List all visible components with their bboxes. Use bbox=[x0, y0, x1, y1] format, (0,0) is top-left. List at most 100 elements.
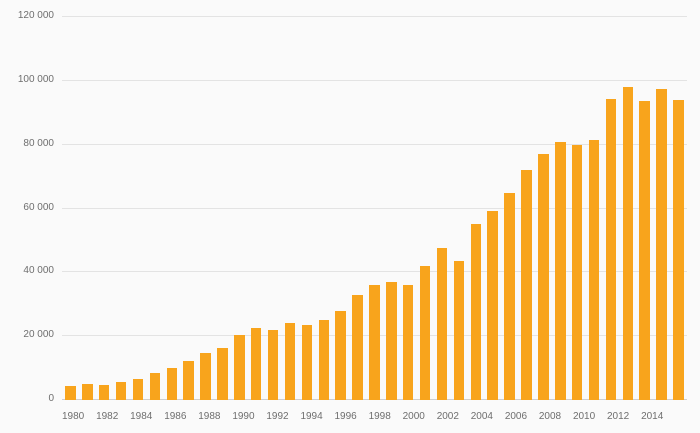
y-axis-tick-label: 100 000 bbox=[17, 73, 54, 85]
bar-slot-2004 bbox=[467, 17, 484, 400]
bar-slot-2010 bbox=[569, 17, 586, 400]
bars-group bbox=[62, 17, 687, 400]
x-axis-tick-label: 2006 bbox=[504, 411, 528, 422]
bar-1983 bbox=[115, 382, 127, 400]
x-axis-tick-label: 1982 bbox=[96, 411, 119, 422]
bar-slot-1988 bbox=[197, 17, 214, 400]
bar-slot-2001 bbox=[417, 17, 434, 400]
bar-slot-1981 bbox=[79, 17, 96, 400]
bar-1984 bbox=[132, 379, 144, 400]
x-axis-tick-label: 2000 bbox=[402, 411, 425, 422]
x-axis-tick-spacer bbox=[357, 410, 369, 424]
x-axis-tick-spacer bbox=[663, 410, 675, 424]
x-axis-tick-label: 2012 bbox=[607, 411, 630, 422]
bar-2014 bbox=[639, 100, 650, 400]
bar-2004 bbox=[470, 224, 482, 400]
bar-slot-1992 bbox=[265, 17, 282, 400]
bar-slot-2003 bbox=[450, 17, 467, 400]
plot-area bbox=[62, 16, 687, 400]
x-axis-tick-spacer bbox=[84, 410, 96, 424]
x-axis-tick-label: 1990 bbox=[232, 411, 255, 422]
x-axis-tick-spacer bbox=[255, 410, 267, 424]
bar-1990 bbox=[234, 335, 245, 400]
bar-slot-1989 bbox=[214, 17, 231, 400]
bar-slot-1990 bbox=[231, 17, 248, 400]
bar-1987 bbox=[183, 361, 194, 400]
bar-slot-2015 bbox=[653, 17, 670, 400]
x-axis-tick-spacer bbox=[186, 410, 198, 424]
y-axis-tick-label: 40 000 bbox=[23, 265, 54, 277]
bar-slot-2016 bbox=[670, 17, 687, 400]
bar-2009 bbox=[555, 142, 566, 400]
bar-slot-1985 bbox=[146, 17, 163, 400]
gridline bbox=[62, 143, 687, 145]
bar-2012 bbox=[605, 99, 617, 400]
x-axis-tick-label: 1984 bbox=[130, 411, 153, 422]
bar-slot-1982 bbox=[96, 17, 113, 400]
bar-1995 bbox=[318, 320, 330, 400]
bar-slot-2012 bbox=[603, 17, 620, 400]
bar-slot-1997 bbox=[349, 17, 366, 400]
bar-2010 bbox=[571, 145, 583, 400]
bar-1989 bbox=[217, 347, 228, 400]
bar-slot-1991 bbox=[248, 17, 265, 400]
x-axis-tick-label: 1998 bbox=[368, 411, 391, 422]
bar-2007 bbox=[521, 170, 532, 400]
bar-slot-1996 bbox=[332, 17, 349, 400]
bar-slot-1987 bbox=[180, 17, 197, 400]
x-axis-tick-spacer bbox=[391, 410, 403, 424]
x-axis-tick-label: 2010 bbox=[572, 411, 596, 422]
bar-slot-1999 bbox=[383, 17, 400, 400]
bar-slot-1986 bbox=[163, 17, 180, 400]
bar-slot-2009 bbox=[552, 17, 569, 400]
x-axis-tick-spacer bbox=[629, 410, 641, 424]
bar-1980 bbox=[65, 385, 76, 400]
bar-slot-1983 bbox=[113, 17, 130, 400]
y-axis-tick-label: 20 000 bbox=[23, 329, 54, 341]
bar-slot-2013 bbox=[619, 17, 636, 400]
x-axis-tick-spacer bbox=[459, 410, 471, 424]
bar-1997 bbox=[352, 294, 363, 400]
x-axis-tick-label: 1988 bbox=[198, 411, 221, 422]
y-axis-tick-label: 60 000 bbox=[23, 201, 54, 213]
y-axis-tick-label: 0 bbox=[48, 393, 54, 404]
x-axis-tick-spacer bbox=[595, 410, 607, 424]
x-axis-tick-label: 1980 bbox=[62, 411, 85, 422]
bar-slot-1993 bbox=[282, 17, 299, 400]
gridline bbox=[62, 16, 687, 17]
x-axis-tick-label: 2014 bbox=[641, 411, 664, 422]
bar-slot-2011 bbox=[586, 17, 603, 400]
x-axis-tick-label: 1986 bbox=[164, 411, 187, 422]
x-axis-tick-spacer bbox=[152, 410, 164, 424]
gridline bbox=[62, 207, 687, 209]
x-axis-tick-spacer bbox=[675, 410, 687, 424]
x-axis-tick-label: 2004 bbox=[470, 411, 493, 422]
bar-1991 bbox=[251, 328, 262, 400]
bar-2011 bbox=[588, 139, 600, 400]
bar-slot-2008 bbox=[535, 17, 552, 400]
bar-slot-1994 bbox=[298, 17, 315, 400]
x-axis-tick-spacer bbox=[527, 410, 539, 424]
bar-2005 bbox=[487, 211, 498, 400]
y-axis: 0 20 000 40 000 60 000 80 000 100 000 120 000 bbox=[0, 11, 54, 404]
x-axis-tick-label: 1994 bbox=[300, 411, 323, 422]
bar-2002 bbox=[436, 248, 448, 400]
bar-2015 bbox=[656, 88, 667, 400]
bar-slot-2006 bbox=[501, 17, 518, 400]
bar-1996 bbox=[335, 310, 346, 400]
x-axis-tick-spacer bbox=[323, 410, 335, 424]
x-axis-tick-label: 1996 bbox=[334, 411, 357, 422]
gridline bbox=[62, 79, 687, 81]
bar-slot-2014 bbox=[636, 17, 653, 400]
bar-slot-1984 bbox=[130, 17, 147, 400]
bar-1994 bbox=[301, 325, 313, 400]
x-axis-tick-label: 1992 bbox=[266, 411, 289, 422]
bar-slot-2000 bbox=[400, 17, 417, 400]
x-axis-tick-spacer bbox=[561, 410, 573, 424]
bar-2013 bbox=[622, 86, 634, 400]
y-axis-tick-label: 80 000 bbox=[23, 137, 54, 149]
bar-1993 bbox=[284, 323, 296, 400]
bar-1982 bbox=[98, 384, 110, 400]
bar-1999 bbox=[386, 281, 397, 400]
